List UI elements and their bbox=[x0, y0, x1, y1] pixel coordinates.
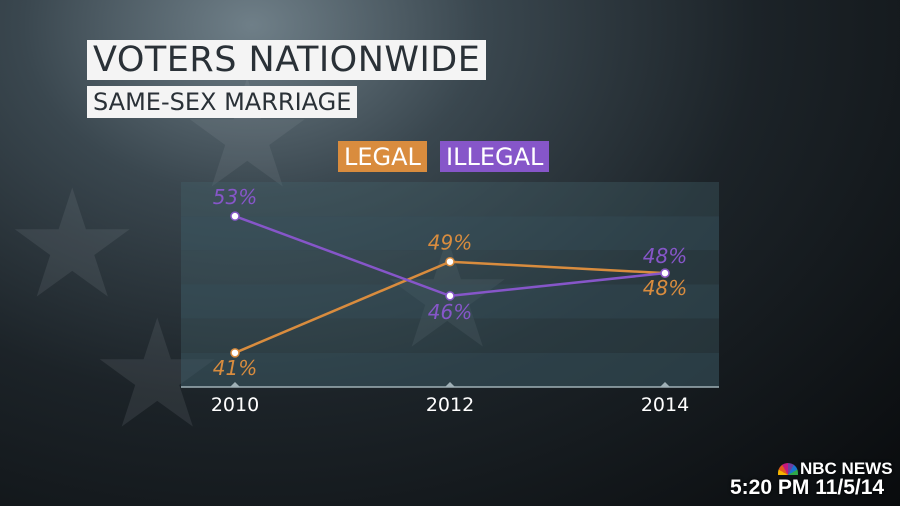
x-tick bbox=[660, 382, 670, 387]
network-name: NBC NEWS bbox=[800, 459, 893, 478]
legend-illegal: ILLEGAL bbox=[440, 141, 550, 172]
grid-band bbox=[181, 182, 719, 217]
data-label: 48% bbox=[643, 276, 687, 300]
data-point bbox=[445, 291, 455, 301]
x-tick-label: 2012 bbox=[426, 394, 474, 416]
data-point bbox=[660, 268, 670, 278]
data-label: 49% bbox=[428, 231, 472, 255]
legend-legal: LEGAL bbox=[338, 141, 427, 172]
star-icon: ★ bbox=[180, 48, 315, 222]
x-tick bbox=[230, 382, 240, 387]
grid-band bbox=[181, 352, 719, 387]
data-label: 53% bbox=[213, 185, 257, 209]
data-point bbox=[230, 211, 240, 221]
grid-band bbox=[181, 318, 719, 353]
peacock-icon bbox=[778, 463, 798, 475]
data-point bbox=[445, 256, 455, 267]
timestamp: 5:20 PM 11/5/14 bbox=[730, 476, 885, 499]
data-label: 46% bbox=[428, 300, 472, 324]
x-tick-label: 2014 bbox=[641, 394, 689, 416]
x-tick-label: 2010 bbox=[211, 394, 259, 416]
chart-title: VOTERS NATIONWIDE bbox=[87, 40, 487, 80]
grid-band bbox=[181, 250, 719, 285]
star-icon: ★ bbox=[5, 158, 140, 332]
x-tick bbox=[445, 382, 455, 387]
grid-band bbox=[181, 284, 719, 319]
chart-subtitle: SAME-SEX MARRIAGE bbox=[87, 86, 358, 118]
data-label: 41% bbox=[213, 356, 257, 380]
nbc-news-logo: NBC NEWS bbox=[778, 459, 893, 479]
data-point bbox=[230, 348, 240, 358]
data-label: 48% bbox=[643, 244, 687, 268]
grid-band bbox=[181, 216, 719, 251]
